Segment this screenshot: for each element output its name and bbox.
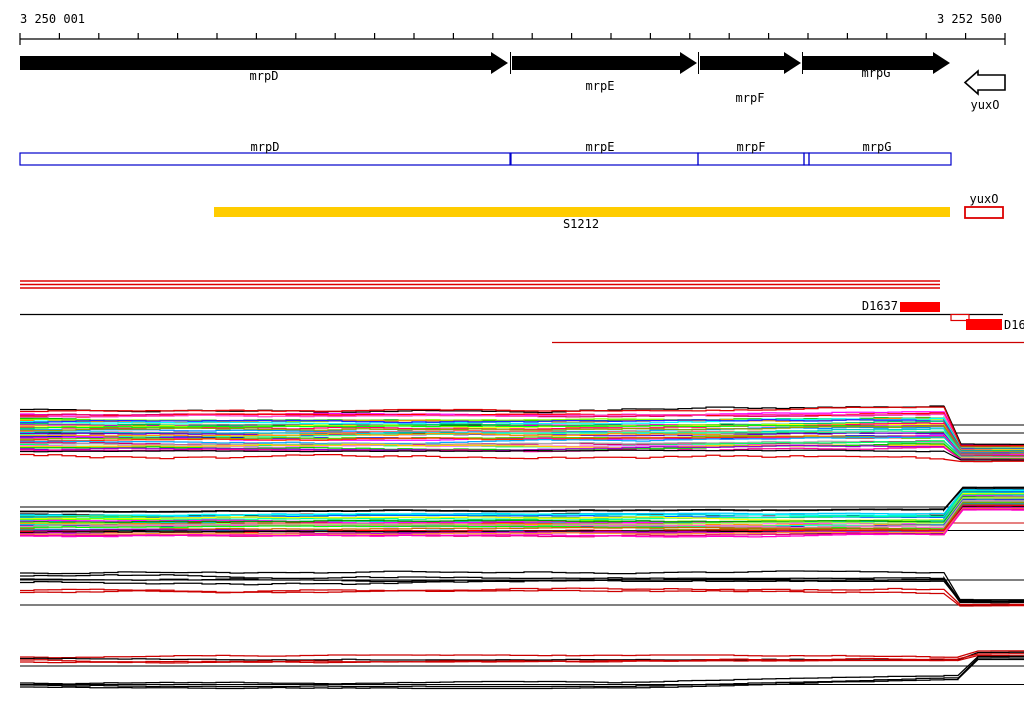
feature-track [214,206,1004,330]
feature-label-D1637: D1637 [862,299,898,313]
segment-label-S1212: S1212 [563,217,599,231]
ruler-end-coordinate: 3 252 500 [937,12,1002,26]
gene-arrow-mrpE[interactable] [512,52,697,74]
sense-probe-profiles [20,405,1024,463]
gene-label-mrpD: mrpD [250,69,279,83]
ruler-start-coordinate: 3 250 001 [20,12,85,26]
profile-line [20,449,1024,461]
cds-label-mrpG: mrpG [863,140,892,154]
antisense-probe-profiles [20,486,1024,538]
feature-yuxO[interactable] [964,206,1004,219]
profile-line [20,574,1024,602]
profile-line [20,589,1024,607]
profile-line [20,654,1024,664]
profile-line [20,657,1024,688]
cds-label-mrpD: mrpD [251,140,280,154]
coordinate-ruler [19,33,1006,45]
profile-line [20,655,1024,685]
gene-arrow-yuxO[interactable] [963,69,1006,96]
profile-line [20,496,1024,523]
expression-profile-tracks [20,405,1024,690]
profile-line [20,424,1024,452]
cds-label-mrpF: mrpF [737,140,766,154]
profile-line [20,425,1024,453]
gene-label-mrpE: mrpE [586,79,615,93]
profile-line [20,453,1024,463]
profile-line [20,489,1024,518]
profile-line [20,413,1024,448]
cds-box-mrpD[interactable] [19,152,511,166]
profile-line [20,578,1024,604]
labels-layer: 3 250 001 3 252 500 mrpD mrpE mrpF mrpG … [20,12,1024,332]
cds-box-mrpG[interactable] [808,152,952,166]
feature-label-D163-clipped: D163 [1004,318,1024,332]
profile-line [20,430,1024,455]
cds-box-mrpF[interactable] [697,152,805,166]
profile-line [20,570,1024,601]
gene-arrow-track [20,52,1006,96]
profile-line [20,658,1024,690]
antisense-summary-profiles [20,650,1024,690]
profile-line [20,440,1024,458]
sense-summary-profiles [20,570,1024,607]
gene-label-mrpF: mrpF [736,91,765,105]
cds-box-track [19,152,952,166]
gene-label-yuxO: yuxO [971,98,1000,112]
profile-line [20,446,1024,461]
gene-arrow-mrpD[interactable] [20,52,508,74]
gene-arrow-mrpG[interactable] [803,52,950,74]
profile-line [20,653,1024,663]
profile-line [20,406,1024,447]
profile-line [20,415,1024,449]
cds-box-mrpE[interactable] [510,152,699,166]
profile-line [20,492,1024,521]
feature-label-yuxO: yuxO [970,192,999,206]
cds-box-divider[interactable] [803,152,810,166]
profile-line [20,423,1024,451]
profile-line [20,444,1024,461]
feature-S1212[interactable] [214,207,950,217]
profile-line [20,509,1024,538]
profile-line [20,500,1024,530]
profile-line [20,418,1024,450]
profile-line [20,436,1024,457]
profile-line [20,650,1024,659]
profile-line [20,489,1024,519]
gene-label-mrpG: mrpG [862,66,891,80]
segment-line-track [20,280,1024,344]
feature-D163[interactable] [966,319,1002,330]
profile-line [20,432,1024,455]
feature-D1637[interactable] [900,302,940,312]
feature-box[interactable] [950,313,970,322]
gene-arrow-mrpF[interactable] [700,52,801,74]
profile-line [20,486,1024,513]
cds-label-mrpE: mrpE [586,140,615,154]
